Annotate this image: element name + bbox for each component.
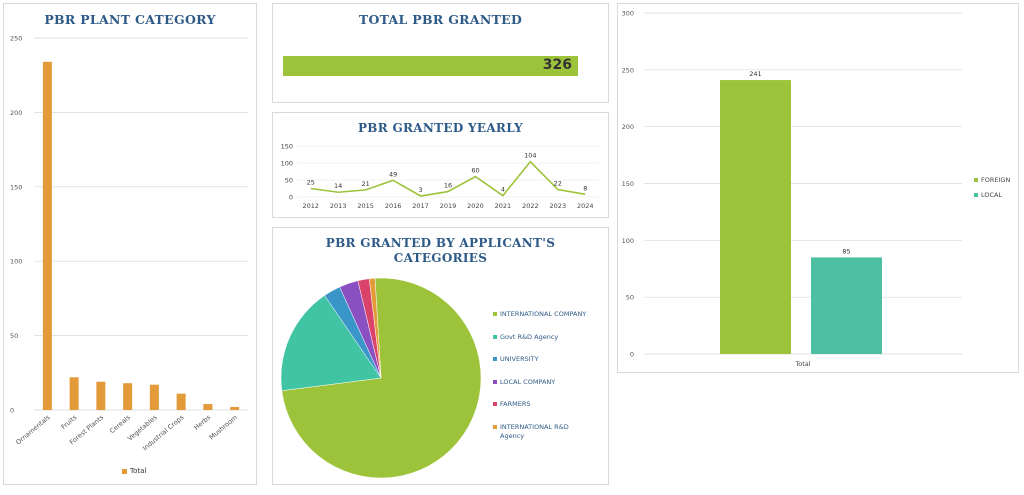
data-label: 104 — [524, 152, 536, 160]
yearly-chart: 0 50 100 150 25 2012 14 2013 21 2015 49 2016 3 2017 16… — [281, 143, 599, 210]
legend-label: INTERNATIONAL R&D — [500, 423, 569, 431]
applicant-title-line2: CATEGORIES — [393, 251, 488, 265]
legend-label-local: LOCAL — [981, 191, 1002, 199]
y-tick-label: 150 — [281, 143, 293, 151]
pie-slice-international-r-d-agency — [368, 277, 382, 379]
legend-label-total: Total — [130, 467, 147, 475]
x-tick-label: Herbs — [192, 413, 212, 432]
y-tick-label: 200 — [10, 109, 22, 117]
legend-label-foreign: FOREIGN — [981, 176, 1010, 184]
legend-swatch — [493, 357, 497, 361]
y-tick-label: 50 — [10, 332, 18, 340]
x-tick-label: 2021 — [495, 202, 512, 210]
legend-swatch — [493, 425, 497, 429]
y-tick-label: 0 — [289, 194, 293, 202]
legend-label: LOCAL COMPANY — [500, 378, 555, 386]
bar-local — [811, 257, 882, 354]
data-label: 8 — [583, 184, 587, 192]
x-tick-label: Total — [794, 360, 810, 368]
x-tick-label: Fruits — [60, 413, 79, 431]
y-tick-label: 250 — [10, 35, 22, 43]
bar-industrial-crops — [176, 393, 186, 410]
x-tick-label: Ornamentals — [14, 413, 52, 446]
legend-swatch — [493, 402, 497, 406]
data-label: 22 — [554, 180, 562, 188]
total-granted-title: TOTAL PBR GRANTED — [358, 12, 523, 27]
yearly-panel: PBR GRANTED YEARLY 0 50 100 150 25 2012 14 2013… — [272, 112, 609, 218]
x-tick-label: 2013 — [330, 202, 347, 210]
legend-swatch — [493, 335, 497, 339]
bar-foreign — [720, 80, 791, 355]
y-tick-label: 250 — [622, 66, 634, 74]
y-tick-label: 300 — [622, 10, 634, 18]
x-tick-label: 2015 — [357, 202, 374, 210]
legend-label: INTERNATIONAL COMPANY — [500, 310, 586, 318]
plant-category-panel: PBR PLANT CATEGORY 0 50 100 150 200 250 Orname… — [3, 3, 257, 485]
x-tick-label: 2012 — [302, 202, 319, 210]
x-tick-label: 2016 — [385, 202, 402, 210]
y-tick-label: 150 — [10, 183, 22, 191]
plant-category-title: PBR PLANT CATEGORY — [44, 12, 216, 27]
data-label: 14 — [334, 182, 342, 190]
y-tick-label: 0 — [630, 351, 634, 359]
x-tick-label: 2020 — [467, 202, 484, 210]
data-label: 25 — [307, 179, 315, 187]
y-tick-label: 50 — [285, 177, 293, 185]
y-tick-label: 150 — [622, 180, 634, 188]
bar-herbs — [203, 404, 213, 410]
bar-fruits — [69, 377, 79, 410]
applicant-title-line1: PBR GRANTED BY APPLICANT'S — [325, 236, 556, 250]
legend-swatch-foreign — [974, 178, 978, 182]
total-granted-track: 326 — [283, 56, 578, 76]
y-tick-label: 200 — [622, 123, 634, 131]
applicant-panel: PBR GRANTED BY APPLICANT'S CATEGORIES IN… — [272, 227, 609, 485]
data-label: 49 — [389, 170, 397, 178]
origin-chart: 0 50 100 150 200 250 300 241 85 Total FOREIGN LOCAL — [622, 10, 1011, 369]
x-tick-label: 2022 — [522, 202, 539, 210]
total-granted-value: 326 — [542, 57, 572, 73]
legend-label: UNIVERSITY — [500, 355, 539, 363]
data-label: 85 — [842, 247, 850, 255]
y-tick-label: 100 — [10, 258, 22, 266]
legend-swatch-local — [974, 193, 978, 197]
x-tick-label: Cereals — [108, 413, 132, 435]
data-label: 21 — [361, 180, 369, 188]
pie-slice-govt-r-d-agency — [280, 295, 382, 391]
data-label: 16 — [444, 182, 452, 190]
bar-cereals — [123, 383, 133, 410]
legend-swatch — [493, 312, 497, 316]
data-label: 241 — [749, 70, 761, 78]
y-tick-label: 50 — [626, 294, 634, 302]
legend-swatch — [493, 380, 497, 384]
applicant-pie-chart: INTERNATIONAL COMPANY Govt R&D Agency UNIV… — [280, 277, 586, 479]
total-granted-bar — [283, 56, 578, 76]
x-tick-label: 2017 — [412, 202, 429, 210]
x-tick-label: 2024 — [577, 202, 594, 210]
bar-forest-plants — [96, 381, 106, 410]
data-label: 4 — [501, 186, 505, 194]
bar-ornamentals — [42, 61, 52, 411]
x-tick-label: Mushroom — [208, 413, 239, 441]
pie-slice-international-company — [281, 277, 482, 479]
data-label: 60 — [471, 167, 479, 175]
x-tick-label: 2019 — [440, 202, 457, 210]
data-label: 3 — [418, 186, 422, 194]
legend-label: Govt R&D Agency — [500, 333, 558, 341]
y-tick-label: 0 — [10, 407, 14, 415]
legend-swatch-total — [122, 468, 127, 474]
series-line — [310, 160, 586, 197]
yearly-title: PBR GRANTED YEARLY — [357, 121, 524, 135]
origin-panel: 0 50 100 150 200 250 300 241 85 Total FOREIGN LOCAL — [617, 3, 1019, 373]
y-tick-label: 100 — [622, 237, 634, 245]
legend-label: Agency — [500, 432, 524, 440]
bar-vegetables — [149, 384, 159, 410]
bar-mushroom — [230, 407, 240, 410]
plant-category-legend: Total — [122, 467, 146, 475]
legend-label: FARMERS — [500, 400, 530, 408]
y-tick-label: 100 — [281, 160, 293, 168]
x-tick-label: 2023 — [550, 202, 567, 210]
total-granted-panel: TOTAL PBR GRANTED 326 — [272, 3, 609, 103]
